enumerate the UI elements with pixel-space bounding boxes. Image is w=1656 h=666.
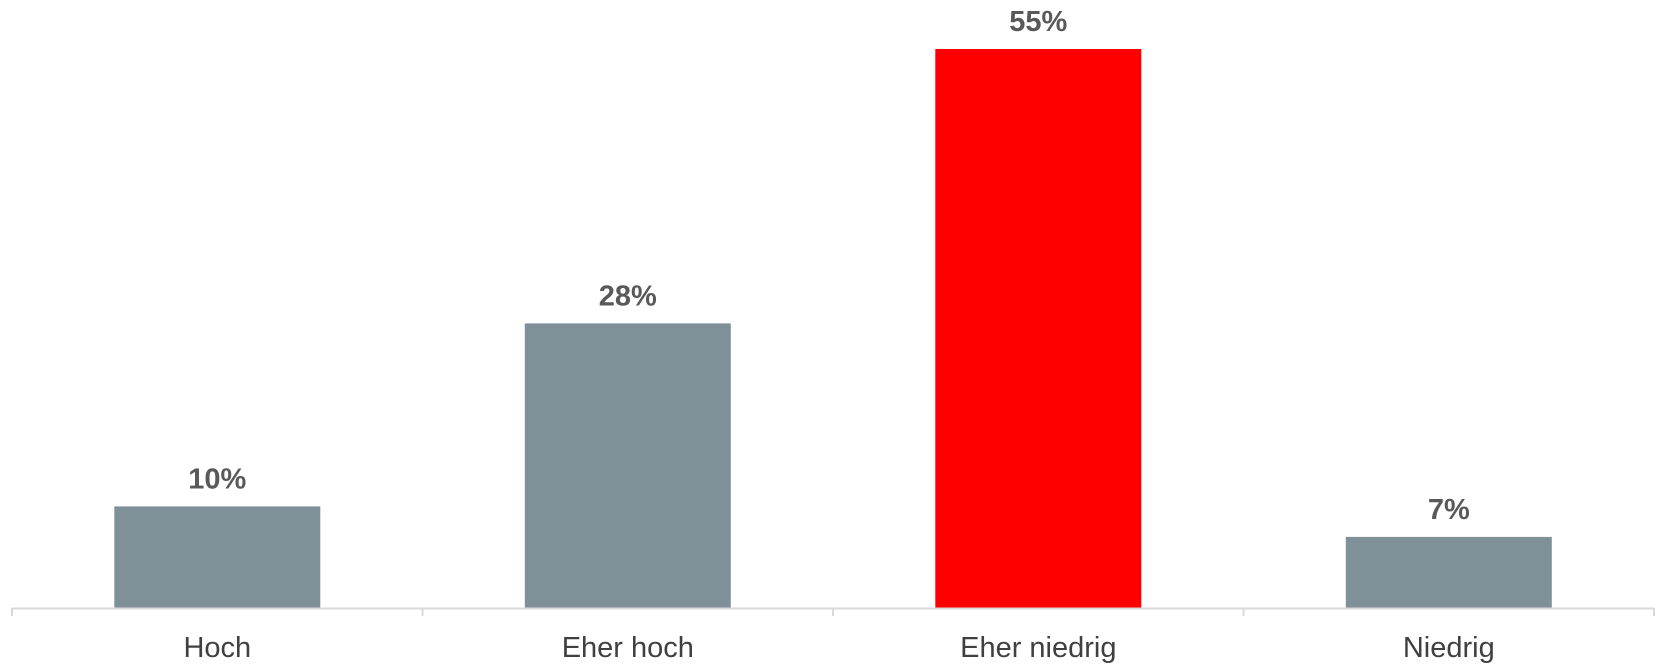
bars-group [114,49,1552,608]
value-label-hoch: 10% [188,463,246,495]
bar-eher-hoch [524,323,731,608]
value-label-eher-hoch: 28% [599,280,657,312]
bar-hoch [114,506,321,608]
value-labels-group: 10% 28% 55% 7% [188,6,1470,526]
category-label-eher-hoch: Eher hoch [562,632,694,664]
category-label-niedrig: Niedrig [1403,632,1495,664]
value-label-niedrig: 7% [1428,494,1470,526]
bar-niedrig [1345,536,1552,608]
value-label-eher-niedrig: 55% [1009,6,1067,38]
bar-eher-niedrig [935,49,1142,608]
category-label-eher-niedrig: Eher niedrig [960,632,1116,664]
category-label-hoch: Hoch [183,632,251,664]
x-axis [11,607,1655,616]
category-labels-group: Hoch Eher hoch Eher niedrig Niedrig [183,632,1494,664]
